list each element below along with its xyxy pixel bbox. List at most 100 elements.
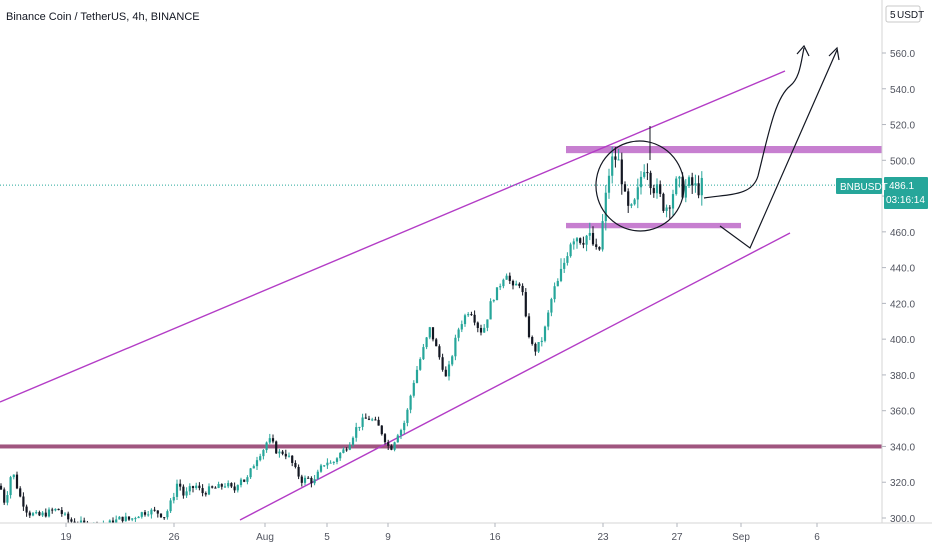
candle-body <box>236 485 239 491</box>
candle-body <box>582 242 585 245</box>
candle <box>60 507 63 517</box>
candle <box>323 465 326 468</box>
candle-body <box>351 437 355 445</box>
candle <box>335 457 339 465</box>
candle-body <box>595 244 598 247</box>
candle-body <box>191 486 195 489</box>
candle <box>150 508 153 519</box>
candle-body <box>47 509 51 517</box>
consolidation-circle[interactable] <box>588 133 693 239</box>
price-tick-label: 500.0 <box>890 156 915 167</box>
candle <box>313 475 316 486</box>
price-tick-label: 340.0 <box>890 442 915 453</box>
candle <box>534 342 537 356</box>
candle-body <box>70 519 73 522</box>
candle-body <box>262 450 265 457</box>
candlestick-series <box>0 146 703 533</box>
candle-body <box>246 477 249 482</box>
candle <box>527 313 531 339</box>
candle-body <box>687 177 691 186</box>
candle <box>127 516 131 521</box>
candle <box>67 511 70 524</box>
candle-body <box>374 419 377 421</box>
candle <box>268 433 271 445</box>
candle-body <box>297 466 300 477</box>
candle <box>447 360 451 381</box>
candle <box>623 181 627 192</box>
time-axis[interactable]: 19 26 Aug 5 9 16 23 27 Sep 6 <box>0 522 932 550</box>
last-price-value: 486.1 <box>889 181 914 192</box>
candle-body <box>569 244 572 257</box>
candle <box>511 279 515 290</box>
candle <box>633 198 636 206</box>
candle <box>35 510 38 515</box>
candle-body <box>422 347 425 360</box>
candle <box>694 174 697 193</box>
projection-curve-arrow[interactable] <box>703 47 805 199</box>
candle-body <box>684 185 687 198</box>
candle <box>239 477 243 488</box>
candle-body <box>182 486 185 496</box>
projection-zigzag-arrowhead-icon <box>828 46 840 61</box>
candle-body <box>6 495 9 503</box>
candle-body <box>140 512 143 517</box>
candle-body <box>310 477 313 484</box>
candle-body <box>406 409 409 423</box>
candle-body <box>457 329 460 338</box>
candle <box>25 504 28 517</box>
candle-body <box>505 275 508 280</box>
candle <box>569 242 572 258</box>
currency-button[interactable]: 5 USDT <box>885 5 924 23</box>
candle-body <box>44 512 47 517</box>
candle <box>380 425 383 436</box>
candle-body <box>486 319 489 328</box>
price-axis[interactable]: 300.0 320.0 340.0 360.0 380.0 400.0 420.0 440.0… <box>836 0 932 550</box>
candle <box>601 214 604 252</box>
candle <box>566 252 569 266</box>
candle <box>153 506 156 512</box>
candle <box>252 464 255 469</box>
price-tick-label: 320.0 <box>890 478 915 489</box>
candle <box>563 258 566 273</box>
candle <box>44 508 47 518</box>
candle-body <box>67 513 70 520</box>
projection-zigzag-arrow[interactable] <box>719 49 838 249</box>
horizontal-support-line[interactable] <box>0 444 882 449</box>
candle-body <box>217 484 220 488</box>
channel-lower-trendline[interactable] <box>239 232 791 521</box>
candle <box>607 168 611 199</box>
candle-body <box>239 479 243 486</box>
candle-body <box>223 486 227 488</box>
candle <box>639 171 643 195</box>
candle-body <box>643 172 646 177</box>
candle-body <box>473 314 476 323</box>
candle-body <box>201 488 204 494</box>
channel-upper-trendline[interactable] <box>0 70 786 403</box>
candle <box>361 413 364 431</box>
candle-body <box>547 312 550 327</box>
candle-body <box>412 382 415 396</box>
candle-body <box>284 453 287 457</box>
candle <box>591 226 595 246</box>
candle <box>508 272 511 285</box>
candle-body <box>31 513 35 516</box>
candle <box>524 288 527 318</box>
candle <box>28 510 31 518</box>
price-tick-label: 540.0 <box>890 85 915 96</box>
resistance-zone[interactable] <box>566 146 882 154</box>
time-tick-label: 19 <box>60 532 72 543</box>
candle-body <box>700 177 703 196</box>
candle-body <box>508 275 511 281</box>
candle <box>691 172 694 194</box>
candle <box>582 236 585 249</box>
candle <box>217 481 220 489</box>
candle-body <box>550 299 553 313</box>
candle <box>697 175 700 199</box>
candle-countdown: 03:16:14 <box>886 195 925 206</box>
candle <box>460 320 463 333</box>
candle <box>559 258 563 283</box>
candle-body <box>540 340 543 343</box>
candle <box>585 234 588 252</box>
support-zone[interactable] <box>566 222 741 229</box>
